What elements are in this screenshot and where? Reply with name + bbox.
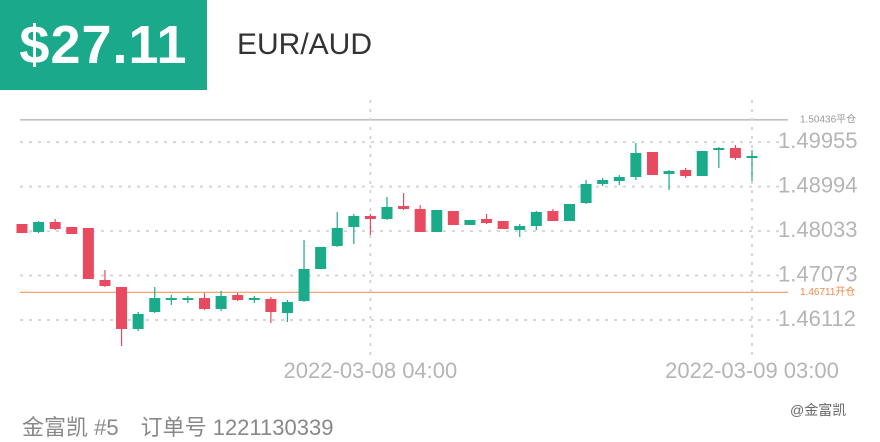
candle-body bbox=[481, 218, 493, 224]
candle-body bbox=[414, 208, 426, 232]
candle-body bbox=[265, 298, 277, 312]
candle-body bbox=[364, 216, 376, 219]
candle-body bbox=[597, 180, 609, 184]
y-tick-label: 1.48994 bbox=[778, 172, 858, 197]
candle-body bbox=[447, 211, 459, 225]
candle-body bbox=[381, 206, 393, 219]
candle-body bbox=[348, 216, 360, 227]
candle-body bbox=[182, 298, 194, 300]
candle-body bbox=[564, 203, 575, 222]
candle-body bbox=[646, 151, 658, 175]
candle-body bbox=[530, 211, 542, 227]
candle-body bbox=[116, 286, 128, 329]
candle-body bbox=[464, 220, 476, 225]
candle-body bbox=[729, 148, 741, 159]
candle-body bbox=[149, 298, 161, 312]
candle-body bbox=[547, 211, 559, 222]
price: $27.11 bbox=[0, 0, 207, 90]
candle-body bbox=[215, 296, 227, 309]
candle-body bbox=[33, 221, 45, 232]
candle-body bbox=[82, 228, 94, 279]
candle-body bbox=[232, 295, 244, 300]
reference-label: 1.50436平仓 bbox=[800, 112, 856, 125]
x-tick-label: 2022-03-09 03:00 bbox=[665, 358, 839, 383]
candle-body bbox=[746, 156, 758, 159]
candle-body bbox=[663, 171, 675, 174]
candle-body bbox=[613, 176, 625, 182]
candle-body bbox=[281, 301, 293, 314]
footer: 金富凯 #5 订单号 1221130339 bbox=[22, 410, 355, 442]
candle-body bbox=[315, 246, 327, 269]
candle-body bbox=[514, 226, 526, 230]
y-tick-label: 1.48033 bbox=[778, 217, 858, 242]
candle-body bbox=[66, 226, 78, 234]
account: 金富凯 #5 bbox=[22, 415, 119, 440]
candle-body bbox=[696, 151, 708, 177]
y-tick-label: 1.47073 bbox=[778, 261, 858, 286]
y-tick-label: 1.49955 bbox=[778, 128, 858, 153]
candle-body bbox=[132, 313, 144, 329]
candle-body bbox=[680, 170, 692, 177]
candle-body bbox=[248, 298, 260, 300]
candle-body bbox=[99, 280, 111, 287]
candle-body bbox=[398, 206, 410, 209]
candle-body bbox=[49, 221, 61, 229]
candle-body bbox=[331, 228, 343, 247]
y-tick-label: 1.46112 bbox=[778, 306, 856, 331]
candle-body bbox=[16, 223, 28, 234]
candle-body bbox=[497, 221, 509, 229]
candle-body bbox=[580, 183, 592, 204]
watermark: @金富凯 bbox=[790, 402, 847, 418]
symbol: EUR/AUD bbox=[237, 28, 373, 61]
candle-body bbox=[298, 268, 310, 302]
candle-body bbox=[431, 210, 443, 232]
candle-body bbox=[630, 153, 642, 177]
candle-body bbox=[165, 298, 177, 300]
candle-body bbox=[713, 148, 725, 150]
candle-body bbox=[199, 298, 210, 309]
x-tick-label: 2022-03-08 04:00 bbox=[284, 358, 458, 383]
order-number: 订单号 1221130339 bbox=[140, 415, 334, 440]
reference-label: 1.46711开仓 bbox=[800, 285, 855, 298]
